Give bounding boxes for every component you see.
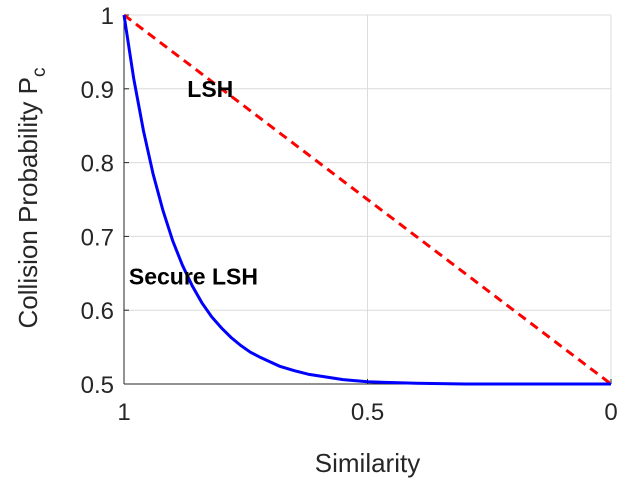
x-axis-title: Similarity xyxy=(315,448,420,478)
series-line-lsh xyxy=(123,13,612,386)
annotation-secure-lsh: Secure LSH xyxy=(129,263,258,289)
y-axis-title-main: Collision Probability P xyxy=(13,77,43,328)
x-tick-label-1: 0.5 xyxy=(351,399,384,426)
y-axis-title-subscript: c xyxy=(29,68,50,78)
y-tick-label-2: 0.7 xyxy=(81,224,114,251)
series-layer xyxy=(122,13,612,386)
y-tick-label-3: 0.8 xyxy=(81,151,114,178)
x-tick-label-0: 1 xyxy=(117,399,130,426)
y-tick-label-0: 0.5 xyxy=(81,372,114,399)
y-axis-title: Collision Probability Pc xyxy=(13,68,50,329)
tick-labels: 1 0.5 00.50.60.70.80.91 xyxy=(81,3,618,426)
annotations: LSH Secure LSH xyxy=(129,76,258,289)
y-tick-label-1: 0.6 xyxy=(81,298,114,325)
x-tick-label-2: 0 xyxy=(604,399,617,426)
y-tick-label-4: 0.9 xyxy=(81,77,114,104)
annotation-lsh: LSH xyxy=(187,76,233,102)
series-line-secure-lsh xyxy=(122,14,611,386)
y-tick-label-5: 1 xyxy=(101,3,114,30)
